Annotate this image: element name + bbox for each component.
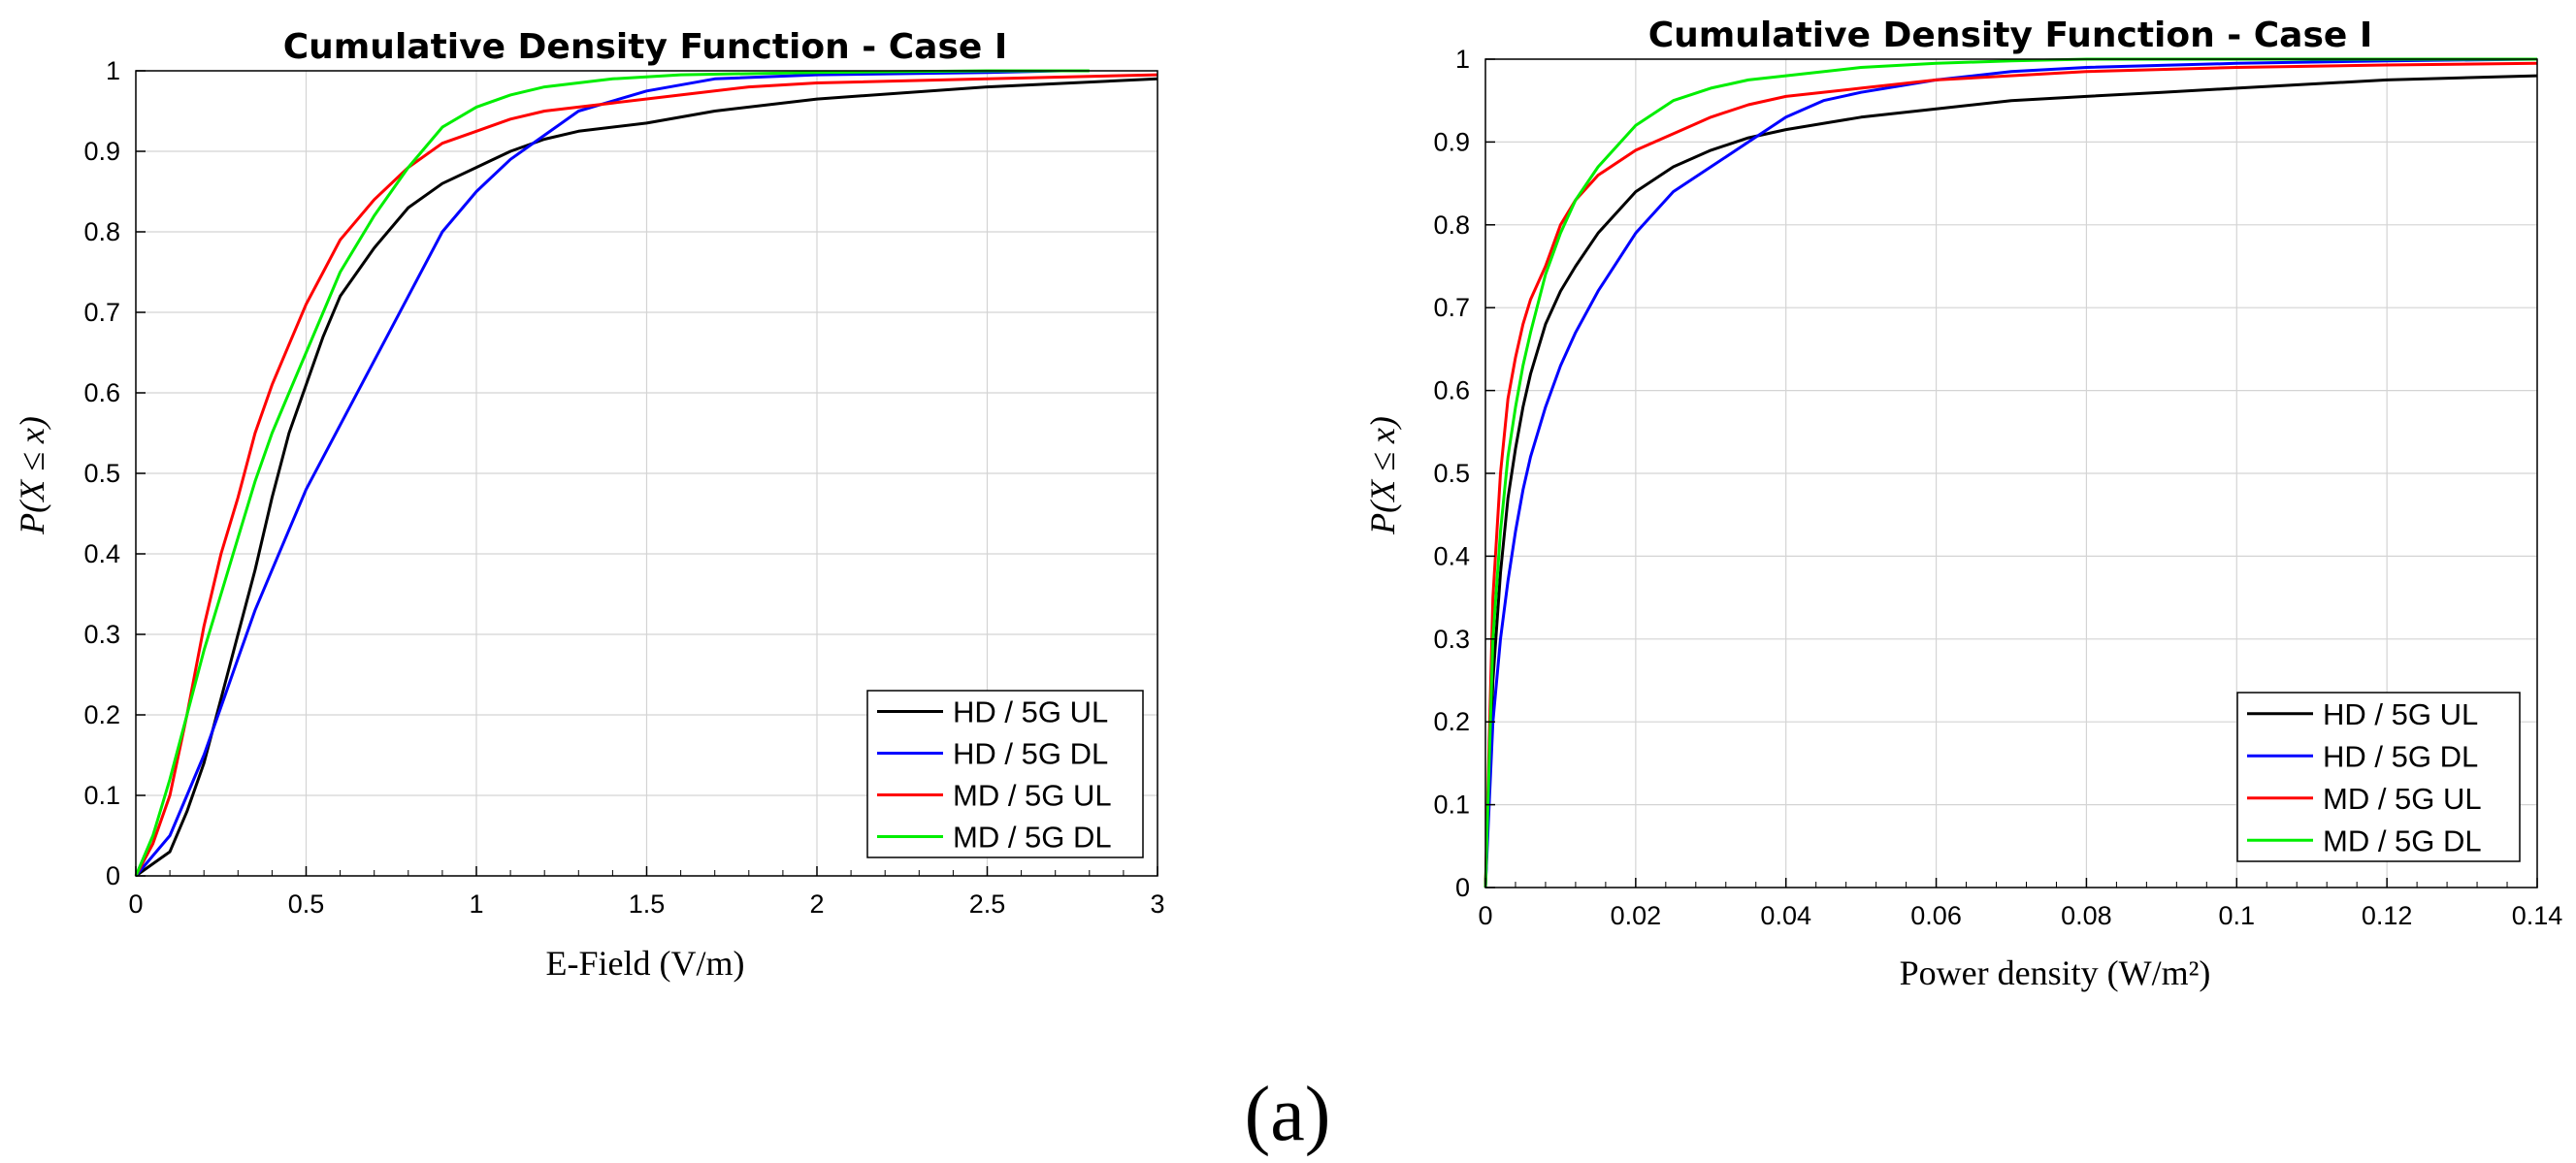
y-axis-label: P(X ≤ x) [13, 416, 51, 535]
series-line-md-5g-ul [1484, 61, 2538, 888]
y-tick-label: 0 [1455, 873, 1470, 902]
series-line-md-5g-ul [134, 73, 1158, 877]
x-tick-label: 0.1 [2219, 901, 2256, 930]
x-tick-label: 0.02 [1611, 901, 1662, 930]
axes-box [135, 70, 1158, 877]
legend-entry: MD / 5G DL [2323, 824, 2482, 857]
x-tick-label: 0.06 [1910, 901, 1962, 930]
y-tick-label: 0.5 [83, 459, 120, 488]
x-tick-label: 0 [128, 889, 143, 919]
y-tick-label: 0.2 [83, 700, 120, 729]
y-tick-label: 0.8 [83, 217, 120, 246]
y-tick-label: 0.4 [83, 539, 120, 568]
y-tick-label: 0.2 [1433, 707, 1470, 736]
legend-entry: HD / 5G UL [953, 695, 1108, 729]
y-axis-label: P(X ≤ x) [1363, 416, 1402, 535]
y-tick-label: 0.7 [1433, 293, 1470, 322]
y-tick-label: 0.1 [1433, 791, 1470, 820]
tick-labels: 0 0.02 0.04 0.06 0.08 0.1 0.12 0.14 0 0.1 0.2 0.3 0.… [1433, 45, 2562, 930]
x-tick-label: 2 [809, 889, 824, 919]
y-tick-label: 0.8 [1433, 210, 1470, 240]
x-axis-label: Power density (W/m²) [1900, 953, 2211, 992]
x-tick-label: 2.5 [969, 889, 1006, 919]
x-tick-label: 3 [1150, 889, 1164, 919]
legend-entry: MD / 5G UL [2323, 782, 2482, 816]
series-line-hd-5g-dl [134, 69, 1062, 877]
series-line-md-5g-dl [134, 69, 1090, 877]
legend-entry: MD / 5G UL [953, 779, 1112, 813]
x-tick-label: 0.12 [2362, 901, 2413, 930]
x-axis-label: E-Field (V/m) [546, 944, 745, 983]
y-tick-label: 0.1 [83, 781, 120, 810]
y-tick-label: 0 [106, 861, 120, 890]
y-tick-label: 0.7 [83, 298, 120, 327]
legend-entry: HD / 5G UL [2323, 697, 2478, 731]
y-tick-label: 0.4 [1433, 541, 1470, 570]
x-tick-label: 0 [1478, 901, 1492, 930]
series-line-hd-5g-dl [1484, 57, 2538, 888]
legend-entry: HD / 5G DL [953, 737, 1108, 771]
x-tick-label: 0.04 [1760, 901, 1811, 930]
series-lines [134, 69, 1158, 878]
y-tick-label: 0.9 [1433, 127, 1470, 156]
chart-title: Cumulative Density Function - Case I [283, 27, 1008, 67]
series-line-hd-5g-ul [135, 77, 1158, 878]
y-tick-label: 0.9 [83, 137, 120, 166]
series-line-md-5g-dl [1484, 57, 2537, 888]
legend-entry: MD / 5G DL [953, 821, 1112, 855]
chart-title: Cumulative Density Function - Case I [1648, 16, 2373, 55]
y-tick-label: 1 [106, 56, 120, 85]
legend-box [2236, 692, 2521, 862]
axes-box [1484, 58, 2538, 888]
x-tick-label: 0.14 [2512, 901, 2563, 930]
series-lines [1484, 57, 2538, 888]
y-tick-label: 0.6 [83, 378, 120, 407]
y-tick-label: 0.3 [83, 620, 120, 649]
y-tick-label: 0.5 [1433, 459, 1470, 488]
legend: HD / 5G UL HD / 5G DL MD / 5G UL MD / 5G DL [2236, 692, 2521, 862]
y-tick-label: 1 [1455, 45, 1470, 74]
figure-caption: (a) [1245, 1072, 1331, 1157]
legend-box [866, 690, 1144, 858]
y-tick-label: 0.3 [1433, 625, 1470, 654]
legend-entry: HD / 5G DL [2323, 739, 2478, 773]
series-line-hd-5g-ul [1484, 74, 2538, 888]
x-tick-label: 0.5 [288, 889, 325, 919]
y-tick-label: 0.6 [1433, 376, 1470, 405]
legend: HD / 5G UL HD / 5G DL MD / 5G UL MD / 5G DL [866, 690, 1144, 858]
x-tick-label: 1.5 [629, 889, 666, 919]
chart-efield: Cumulative Density Function - Case I 0 0.… [13, 27, 1165, 983]
x-tick-label: 1 [469, 889, 483, 919]
chart-power-density: Cumulative Density Function - Case I 0 0.… [1363, 16, 2562, 992]
x-tick-label: 0.08 [2061, 901, 2112, 930]
